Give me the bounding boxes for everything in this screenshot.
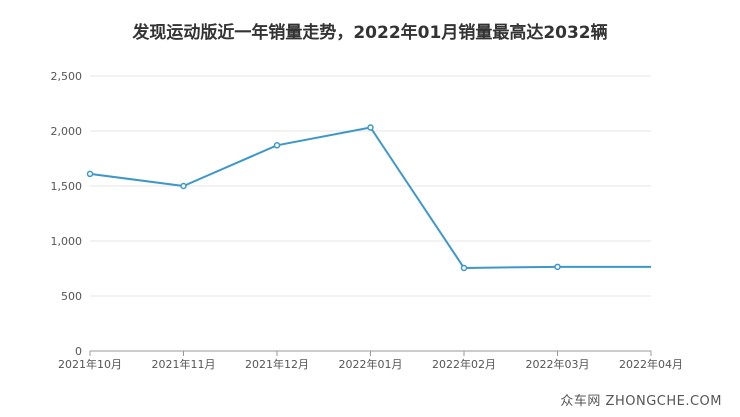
x-tick-label: 2022年03月	[526, 357, 590, 371]
series-line	[89, 126, 651, 269]
data-point	[554, 263, 561, 271]
data-point	[180, 182, 187, 190]
x-tick-label: 2021年12月	[245, 357, 309, 371]
data-point	[273, 142, 281, 149]
chart-title: 发现运动版近一年销量走势，2022年01月销量最高达2032辆	[132, 23, 608, 43]
y-tick-label: 1,000	[51, 235, 83, 248]
x-tick-label: 2021年11月	[152, 357, 216, 371]
axes	[89, 350, 652, 356]
y-tick-label: 2,500	[51, 70, 83, 83]
x-tick-label: 2022年04月	[619, 357, 683, 371]
y-tick-label: 1,500	[51, 180, 83, 193]
y-tick-label: 2,000	[51, 125, 83, 138]
data-point	[367, 124, 374, 131]
watermark: 众车网 ZHONGCHE.COM	[560, 394, 722, 409]
y-tick-labels: 0 500 1,000 1,500 2,000 2,500	[51, 70, 83, 358]
data-point	[460, 264, 468, 272]
data-point	[86, 170, 94, 178]
x-tick-label: 2022年02月	[432, 357, 496, 371]
gridlines	[90, 75, 651, 297]
x-tick-label: 2021年10月	[58, 357, 122, 371]
series-layer	[86, 124, 651, 272]
x-tick-label: 2022年01月	[339, 357, 403, 371]
y-tick-label: 0	[75, 345, 82, 358]
x-tick-labels: 2021年10月 2021年11月 2021年12月 2022年01月 2022年02月…	[58, 357, 683, 371]
y-tick-label: 500	[61, 290, 82, 303]
